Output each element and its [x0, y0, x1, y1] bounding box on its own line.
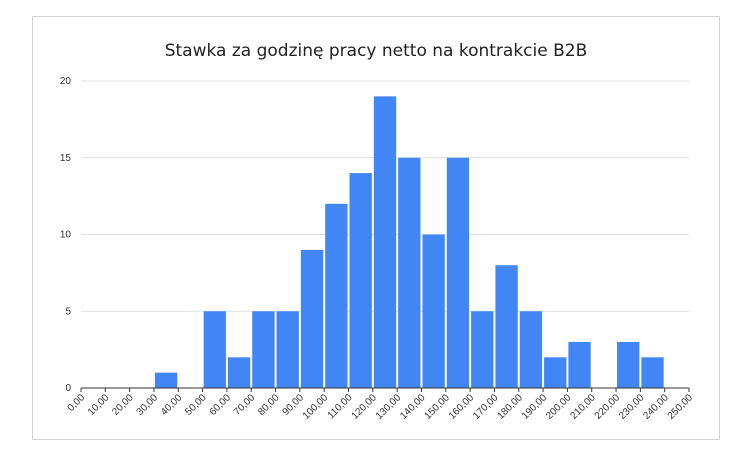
- x-tick-label: 100,00: [301, 392, 331, 422]
- x-tick-label: 190,00: [520, 392, 550, 422]
- histogram-bar: [154, 372, 178, 388]
- histogram-bar: [373, 96, 397, 388]
- x-tick-label: 80,00: [256, 392, 282, 418]
- x-tick-label: 230,00: [617, 392, 647, 422]
- x-tick-label: 70,00: [232, 392, 258, 418]
- y-tick-label: 5: [65, 306, 71, 317]
- histogram-bar: [252, 311, 275, 388]
- x-tick-label: 180,00: [495, 392, 525, 422]
- x-tick-label: 120,00: [350, 392, 380, 422]
- y-tick-label: 10: [60, 230, 72, 241]
- histogram-bar: [422, 234, 445, 388]
- x-tick-label: 20,00: [110, 392, 136, 418]
- histogram-bar: [398, 157, 421, 388]
- histogram-bar: [641, 357, 664, 388]
- x-tick-label: 130,00: [374, 392, 404, 422]
- histogram-bar: [617, 341, 640, 388]
- y-tick-label: 20: [60, 76, 72, 87]
- x-tick-label: 10,00: [86, 392, 112, 418]
- x-tick-label: 140,00: [398, 392, 428, 422]
- x-tick-label: 60,00: [208, 392, 234, 418]
- x-tick-label: 30,00: [135, 392, 161, 418]
- y-tick-label: 15: [60, 153, 72, 164]
- histogram-bar: [300, 249, 324, 388]
- histogram-bar: [495, 265, 518, 388]
- x-tick-label: 240,00: [641, 392, 671, 422]
- histogram-bar: [349, 173, 372, 388]
- histogram-bar: [227, 357, 251, 388]
- histogram-bar: [568, 341, 591, 388]
- chart-title: Stawka za godzinę pracy netto na kontrak…: [164, 41, 588, 61]
- histogram-bar: [544, 357, 567, 388]
- x-tick-label: 210,00: [568, 392, 598, 422]
- x-tick-label: 160,00: [447, 392, 477, 422]
- histogram-bar: [446, 157, 470, 388]
- histogram-bar: [519, 311, 543, 388]
- x-tick-label: 170,00: [471, 392, 501, 422]
- x-tick-label: 50,00: [183, 392, 209, 418]
- x-tick-label: 250,00: [666, 392, 696, 422]
- x-tick-label: 0,00: [66, 392, 88, 414]
- histogram-bar: [471, 311, 494, 388]
- x-tick-label: 150,00: [423, 392, 453, 422]
- x-tick-label: 110,00: [326, 392, 355, 421]
- histogram-bar: [276, 311, 299, 388]
- x-tick-label: 40,00: [159, 392, 185, 418]
- x-tick-label: 200,00: [544, 392, 574, 422]
- histogram-bar: [325, 203, 348, 388]
- x-tick-label: 220,00: [593, 392, 623, 422]
- histogram-bar: [203, 311, 226, 388]
- y-tick-label: 0: [65, 383, 71, 394]
